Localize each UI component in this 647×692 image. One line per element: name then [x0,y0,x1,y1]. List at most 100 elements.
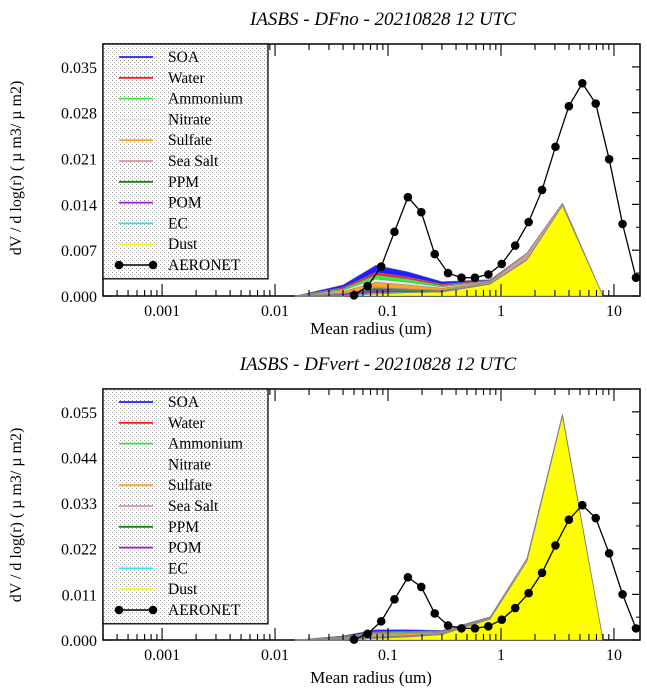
legend-item-pom: POM [119,540,202,557]
aeronet-point [497,259,507,269]
aeronet-point [578,78,587,88]
y-tick-label: 0.022 [61,542,97,559]
aeronet-point [390,227,399,237]
legend-label: Nitrate [168,111,211,128]
legend-label: Water [168,70,205,87]
aeronet-point [376,262,386,271]
aeronet-point [470,624,480,633]
x-tick-label: 10 [606,303,622,320]
legend-label: Nitrate [168,456,211,473]
aeronet-point [363,281,372,291]
aeronet-point [497,615,507,624]
x-tick-label: 1 [497,647,505,664]
legend-item-nitrate: Nitrate [119,111,211,128]
y-tick-label: 0.055 [61,405,97,422]
legend-label: Sulfate [168,132,212,149]
y-tick-label: 0.035 [61,60,97,77]
aeronet-point [376,617,386,626]
aeronet-point [510,603,520,613]
legend-label: Ammonium [168,436,243,453]
y-tick-label: 0.014 [61,197,97,214]
x-axis-label-1: Mean radius (um) [310,319,432,338]
legend-label: Water [168,415,205,432]
x-tick-label: 0.001 [144,647,180,664]
aeronet-point [604,154,614,164]
legend-label: PPM [168,519,199,536]
aeronet-point [618,590,627,599]
y-tick-label: 0.033 [61,496,97,513]
legend-item-ammonium: Ammonium [119,436,243,453]
x-tick-label: 0.01 [261,303,289,320]
x-tick-label: 0.1 [378,647,398,664]
aeronet-point [564,101,574,111]
chart-panel-2: IASBS - DFvert - 20210828 12 UTC dV / d … [8,354,641,687]
legend-marker [114,605,124,615]
aeronet-point [591,99,601,108]
aeronet-point [403,192,413,202]
legend-label: Sea Salt [168,498,219,515]
legend-item-soa: SOA [119,394,200,411]
legend-marker [148,605,158,615]
x-tick-label: 0.01 [261,647,289,664]
aeronet-point [403,573,413,582]
legend-item-dust: Dust [119,236,198,253]
x-tick-label: 0.1 [378,303,398,320]
legend-item-ppm: PPM [119,519,199,536]
aeronet-point [484,622,493,631]
legend-item-sea-salt: Sea Salt [119,153,219,170]
aeronet-point [416,582,426,592]
legend-label: EC [168,215,188,232]
aeronet-point [578,500,587,510]
legend-item-ec: EC [119,215,188,232]
legend-item-ammonium: Ammonium [119,91,243,108]
legend-marker [114,260,124,270]
aeronet-point [390,595,399,604]
legend-label: SOA [168,394,200,411]
legend-item-aeronet: AERONET [114,602,241,619]
aeronet-point [604,548,614,558]
aeronet-point [416,207,426,217]
y-tick-label: 0.000 [61,633,97,650]
aeronet-point [591,513,601,523]
legend-label: POM [168,540,202,557]
aeronet-line [353,82,637,296]
aeronet-point [524,588,533,598]
legend-label: POM [168,195,202,212]
aeronet-point [484,270,493,279]
x-tick-label: 10 [606,647,622,664]
legend-label: EC [168,560,188,577]
y-tick-label: 0.011 [62,587,97,604]
aeronet-point [551,142,560,152]
y-tick-label: 0.007 [61,243,97,260]
y-axis-label-1: dV / d log(r) ( µ m3/ µ m2) [8,81,25,256]
aeronet-point [524,217,533,227]
legend-label: SOA [168,49,200,66]
aeronet-point [631,624,641,633]
legend-item-aeronet: AERONET [114,257,241,274]
legend-label: Sulfate [168,477,212,494]
legend-item-sulfate: Sulfate [119,477,212,494]
legend-item-sea-salt: Sea Salt [119,498,219,515]
legend-item-ppm: PPM [119,174,199,191]
chart-panel-1: IASBS - DFno - 20210828 12 UTC dV / d lo… [8,9,641,338]
legend-label: Dust [168,581,198,598]
legend-item-sulfate: Sulfate [119,132,212,149]
aeronet-point [430,249,440,259]
x-axis-label-2: Mean radius (um) [310,668,432,687]
legend-item-water: Water [119,70,205,87]
legend-item-ec: EC [119,560,188,577]
legend-marker [148,260,158,270]
legend-label: PPM [168,174,199,191]
aeronet-point [537,568,547,578]
legend-item-dust: Dust [119,581,198,598]
y-tick-label: 0.028 [61,106,97,123]
y-axis-label-2: dV / d log(r) ( µ m3/ µ m2) [8,428,25,603]
chart-title-1: IASBS - DFno - 20210828 12 UTC [249,9,516,30]
aeronet-point [510,241,520,250]
x-tick-label: 1 [497,303,505,320]
legend-label: Dust [168,236,198,253]
legend-label: AERONET [168,257,241,274]
aeronet-point [551,541,560,550]
aeronet-point [631,273,641,282]
chart-title-2: IASBS - DFvert - 20210828 12 UTC [239,354,517,375]
